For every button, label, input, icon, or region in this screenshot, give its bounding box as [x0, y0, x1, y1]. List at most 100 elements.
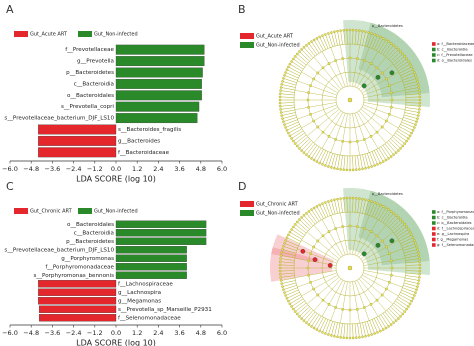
node — [316, 125, 320, 129]
node — [379, 203, 382, 207]
branch — [340, 30, 343, 45]
node — [408, 62, 412, 66]
key-label: d: o__Bacteroidales — [437, 59, 472, 63]
node — [408, 302, 412, 306]
branch — [404, 112, 419, 116]
node — [312, 326, 316, 330]
branch — [325, 320, 331, 334]
node — [279, 89, 282, 92]
branch — [313, 39, 322, 53]
branch — [281, 280, 296, 284]
branch — [403, 81, 418, 86]
node — [405, 307, 408, 311]
node — [417, 254, 421, 257]
branch — [288, 126, 301, 134]
branch — [362, 322, 366, 337]
branch — [392, 304, 403, 315]
node — [336, 167, 339, 171]
node — [307, 273, 310, 277]
branch — [352, 113, 360, 156]
branch — [308, 145, 318, 157]
branch — [280, 270, 295, 272]
node — [381, 328, 385, 331]
node — [300, 48, 303, 51]
node — [387, 40, 390, 43]
branch — [371, 151, 378, 165]
key-swatch — [432, 47, 436, 52]
branch — [400, 124, 414, 131]
node — [355, 225, 359, 228]
node — [384, 158, 388, 162]
branch — [340, 212, 348, 255]
key-swatch — [432, 221, 436, 225]
branch — [397, 63, 411, 72]
node — [358, 29, 361, 32]
node — [341, 225, 345, 228]
branch — [403, 117, 417, 122]
branch — [405, 272, 420, 275]
node — [376, 202, 379, 205]
branch — [301, 308, 312, 319]
node — [290, 60, 293, 63]
node — [307, 210, 311, 213]
branch — [313, 56, 342, 90]
branch — [306, 63, 340, 92]
enriched-node — [361, 83, 367, 89]
branch — [284, 119, 298, 125]
branch — [354, 198, 357, 213]
node — [278, 101, 282, 105]
node — [302, 46, 306, 49]
node — [418, 263, 422, 267]
branch — [371, 319, 378, 333]
branch — [281, 84, 296, 88]
node — [385, 119, 388, 123]
node — [278, 263, 282, 267]
node — [392, 212, 395, 215]
node — [336, 335, 339, 339]
branch — [280, 104, 295, 107]
node — [407, 305, 410, 308]
node — [342, 29, 345, 32]
node — [376, 34, 379, 37]
branch — [390, 306, 401, 317]
key-label: c: f__Prevotellaceae — [437, 53, 473, 57]
branch — [280, 93, 295, 96]
branch — [380, 209, 389, 222]
branch — [301, 106, 338, 129]
branch — [384, 213, 394, 225]
node — [285, 68, 289, 71]
branch — [337, 155, 341, 169]
node — [307, 42, 311, 45]
branch — [404, 84, 419, 88]
branch — [306, 276, 340, 305]
node — [411, 297, 415, 300]
node — [306, 98, 310, 102]
node — [298, 50, 301, 53]
bar-label: f__Selenomonadaceae — [118, 315, 181, 321]
branch — [399, 126, 412, 134]
branch — [374, 204, 381, 218]
branch — [393, 134, 405, 144]
panel-letter: C — [6, 180, 14, 193]
node — [399, 147, 402, 150]
x-tick-label: 2.4 — [153, 165, 163, 173]
key-label: c: o__Bacteroidales — [437, 221, 472, 225]
branch — [301, 217, 312, 228]
node — [363, 306, 366, 309]
branch — [281, 87, 295, 91]
node — [281, 285, 284, 288]
branch — [301, 71, 338, 94]
branch — [280, 258, 295, 261]
branch — [321, 219, 344, 256]
node — [403, 55, 406, 58]
node — [413, 126, 416, 129]
node — [380, 293, 384, 297]
branch — [337, 323, 341, 337]
node — [379, 35, 382, 39]
x-tick-label: 3.6 — [174, 329, 184, 337]
node — [403, 310, 406, 313]
node — [324, 164, 327, 167]
branch — [359, 155, 363, 169]
branch — [357, 323, 360, 338]
node — [305, 212, 308, 215]
